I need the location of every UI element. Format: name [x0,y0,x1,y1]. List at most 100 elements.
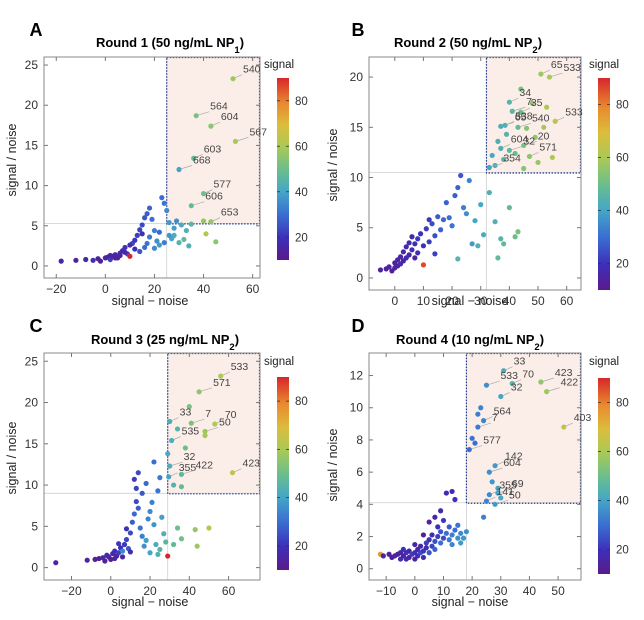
y-tick-label: 20 [25,396,39,410]
data-point [132,237,138,243]
data-point [501,156,507,163]
data-point [400,249,406,255]
data-point [107,252,113,259]
point-label: 604 [511,133,529,145]
x-tick-label: −20 [61,584,82,598]
point-label: 355 [499,480,517,492]
x-axis-label: signal − noise [112,595,189,609]
data-point [438,529,444,535]
labeled-point [526,153,533,160]
data-point [503,131,510,137]
y-tick-label: 10 [25,478,39,492]
data-point [529,100,535,106]
data-point [139,490,145,496]
labeled-point [509,108,515,114]
data-point [178,222,185,228]
data-point [146,205,153,211]
data-point [455,256,461,262]
data-point [133,485,139,491]
data-point [84,557,90,563]
data-point [501,241,507,247]
data-point [155,551,161,558]
labeled-point [518,109,524,115]
y-tick-label: 20 [350,70,364,84]
data-point [121,541,128,548]
data-point [426,519,432,525]
data-point [409,247,415,253]
panel-letter: B [352,20,365,40]
data-point [202,432,208,439]
data-point [153,541,159,548]
labeled-point [218,373,224,379]
data-point [123,536,130,543]
data-point [535,159,541,166]
y-tick-label: 10 [350,401,364,415]
labeled-point [544,389,550,395]
data-point [203,231,209,237]
point-label: 423 [243,458,261,470]
data-point [143,537,149,543]
point-label: 533 [563,62,581,74]
data-point [377,267,384,273]
data-point [403,244,409,250]
data-point [486,189,492,196]
data-point [463,211,470,217]
x-tick-label: 20 [445,294,459,308]
x-tick-label: 0 [102,282,109,296]
point-label: 32 [511,381,523,393]
data-point [400,546,406,553]
labeled-point [506,99,512,105]
y-tick-label: 6 [356,465,363,479]
labeled-point [212,421,218,427]
x-tick-label: 40 [183,584,197,598]
x-tick-label: 20 [148,282,162,296]
data-point [112,555,118,562]
colorbar-tick-label: 80 [616,398,629,410]
x-tick-label: 40 [503,294,517,308]
colorbar-tick-label: 60 [295,141,308,153]
plot-frame [368,352,582,581]
colorbar [277,78,289,260]
data-point [386,264,392,270]
data-point [432,251,438,257]
x-tick-label: 60 [222,584,236,598]
data-point [97,258,104,264]
labeled-point [486,469,492,475]
point-label: 33 [514,356,526,368]
data-point [463,529,470,535]
data-point [475,243,481,249]
data-point [397,254,404,260]
y-tick-label: 12 [350,369,364,383]
point-label: 50 [219,416,231,428]
point-label: 32 [523,135,535,147]
data-point [452,192,458,199]
data-point [139,231,145,237]
data-point [495,485,501,491]
point-label: 141 [496,486,514,498]
threshold-region-border [485,56,582,174]
data-point [466,177,472,184]
labeled-point [229,470,236,476]
data-point [515,229,521,235]
data-point [495,255,501,261]
data-point [123,526,130,532]
data-point [518,86,524,92]
colorbar-tick-label: 40 [616,206,629,218]
x-tick-label: 60 [560,294,574,308]
data-point [117,252,123,259]
data-point [156,229,162,235]
data-point [438,540,444,546]
data-point [119,548,126,554]
y-axis-label: signal / noise [5,421,19,494]
plot-frame [43,352,261,581]
data-point [435,533,441,540]
data-point [420,262,427,268]
point-label: 533 [500,370,518,382]
x-tick-label: 50 [551,584,565,598]
point-label: 571 [539,141,557,153]
data-point [137,248,143,255]
labeled-point [506,147,512,154]
data-point [420,554,427,561]
data-point [469,241,475,247]
